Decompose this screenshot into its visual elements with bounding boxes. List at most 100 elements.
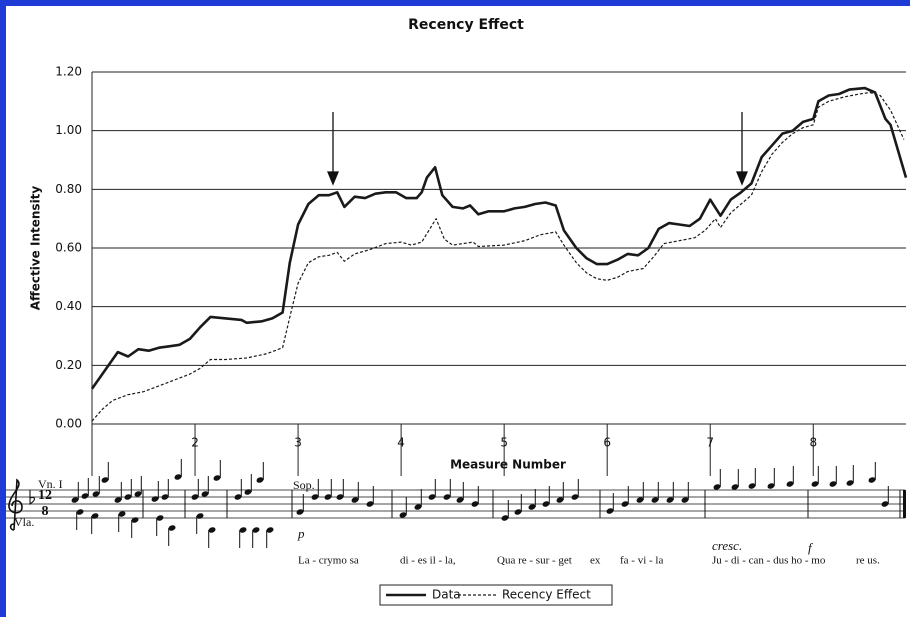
notehead [681, 497, 689, 503]
notehead [266, 527, 274, 533]
notehead [829, 481, 837, 487]
dynamic: f [808, 540, 814, 555]
notehead [428, 494, 436, 500]
dynamic: cresc. [712, 538, 742, 553]
part-label: Sop. [293, 478, 315, 492]
x-tick-label: 2 [191, 436, 199, 450]
frame-top [0, 0, 910, 6]
notehead [399, 512, 407, 518]
x-tick-label: 4 [397, 436, 405, 450]
y-tick-label: 0.40 [55, 299, 82, 313]
notehead [542, 501, 550, 507]
lyric: re us. [856, 555, 880, 567]
chart-title: Recency Effect [408, 17, 524, 33]
notehead [213, 475, 221, 481]
legend-label: Data [432, 588, 461, 602]
notehead [201, 491, 209, 497]
lyric: Ju - di - can - dus ho - mo [712, 555, 826, 567]
notehead [244, 489, 252, 495]
notehead [731, 484, 739, 490]
notehead [514, 509, 522, 515]
notehead [621, 501, 629, 507]
notehead [881, 501, 889, 507]
x-tick-label: 3 [294, 436, 302, 450]
notehead [239, 527, 247, 533]
x-tick-label: 6 [603, 436, 611, 450]
notehead [786, 481, 794, 487]
lyric: La - crymo sa [298, 555, 359, 567]
notehead [174, 474, 182, 480]
notehead [846, 480, 854, 486]
notehead [636, 497, 644, 503]
lyric: ex [590, 555, 601, 567]
y-tick-label: 1.20 [55, 65, 82, 79]
y-axis-label: Affective Intensity [29, 186, 43, 311]
notehead [366, 501, 374, 507]
notehead [351, 497, 359, 503]
y-tick-label: 0.60 [55, 241, 82, 255]
y-tick-label: 0.00 [55, 417, 82, 431]
score: 128 Vn. I Vla. Sop. p cresc. f La - crymo sa di … [6, 459, 906, 567]
notehead [156, 515, 164, 521]
x-tick-label: 5 [500, 436, 508, 450]
notehead [131, 517, 139, 523]
notehead [528, 504, 536, 510]
legend-label: Recency Effect [502, 588, 591, 602]
notehead [556, 497, 564, 503]
notehead [151, 496, 159, 502]
dynamic: p [297, 526, 305, 541]
notehead [606, 508, 614, 514]
series-line [91, 91, 905, 422]
notehead [748, 483, 756, 489]
y-tick-label: 0.80 [55, 182, 82, 196]
notehead [208, 527, 216, 533]
time-bottom: 8 [42, 504, 49, 519]
x-tick-label: 7 [706, 436, 714, 450]
notehead [81, 493, 89, 499]
notehead [666, 497, 674, 503]
arrows [327, 112, 748, 186]
x-tick-label: 8 [809, 436, 817, 450]
notehead [296, 509, 304, 515]
part-label: Vla. [14, 515, 34, 529]
notehead [471, 501, 479, 507]
notehead [92, 491, 100, 497]
notehead [311, 494, 319, 500]
notehead [101, 477, 109, 483]
notehead [767, 483, 775, 489]
notehead [161, 494, 169, 500]
y-tick-label: 0.20 [55, 358, 82, 372]
end-barline [903, 490, 906, 518]
notehead [324, 494, 332, 500]
notehead [234, 494, 242, 500]
lyric: Qua re - sur - get [497, 555, 572, 567]
notehead [443, 494, 451, 500]
notehead [713, 484, 721, 490]
part-label: Vn. I [38, 477, 63, 491]
notehead [71, 497, 79, 503]
notehead [191, 494, 199, 500]
notehead [134, 491, 142, 497]
time-top: 12 [38, 488, 52, 503]
notehead [76, 509, 84, 515]
notehead [196, 513, 204, 519]
notehead [456, 497, 464, 503]
notehead [501, 515, 509, 521]
notehead [91, 513, 99, 519]
notehead [124, 494, 132, 500]
lyric: fa - vi - la [620, 555, 663, 567]
notehead [168, 525, 176, 531]
series-line [90, 86, 908, 390]
notehead [252, 527, 260, 533]
x-axis-label: Measure Number [450, 458, 566, 472]
notehead [811, 481, 819, 487]
y-tick-label: 1.00 [55, 123, 82, 137]
notehead [868, 477, 876, 483]
notehead [118, 511, 126, 517]
notehead [571, 494, 579, 500]
notehead [256, 477, 264, 483]
notehead [414, 504, 422, 510]
notehead [651, 497, 659, 503]
notehead [336, 494, 344, 500]
